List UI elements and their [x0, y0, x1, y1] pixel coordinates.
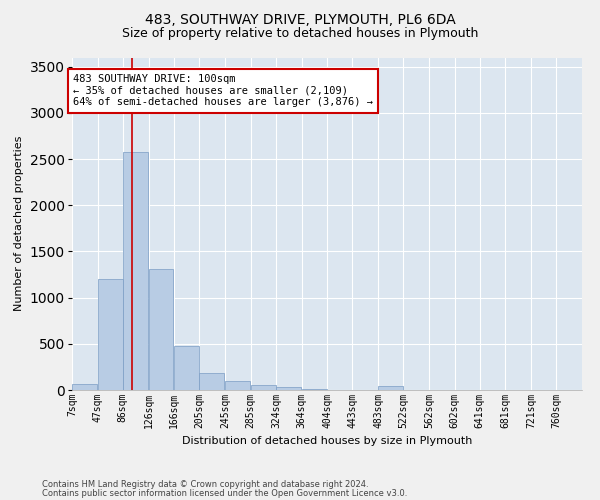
Bar [174, 346, 199, 390]
Text: 483 SOUTHWAY DRIVE: 100sqm
← 35% of detached houses are smaller (2,109)
64% of s: 483 SOUTHWAY DRIVE: 100sqm ← 35% of deta… [73, 74, 373, 108]
Bar [251, 386, 276, 390]
Text: Size of property relative to detached houses in Plymouth: Size of property relative to detached ho… [122, 28, 478, 40]
Y-axis label: Number of detached properties: Number of detached properties [14, 136, 25, 312]
Bar [149, 269, 173, 390]
Text: Contains HM Land Registry data © Crown copyright and database right 2024.: Contains HM Land Registry data © Crown c… [42, 480, 368, 489]
Bar [123, 152, 148, 390]
Bar [302, 389, 326, 390]
Bar [199, 374, 224, 390]
Bar [225, 381, 250, 390]
Bar [378, 386, 403, 390]
Text: Contains public sector information licensed under the Open Government Licence v3: Contains public sector information licen… [42, 488, 407, 498]
Bar [276, 387, 301, 390]
X-axis label: Distribution of detached houses by size in Plymouth: Distribution of detached houses by size … [182, 436, 472, 446]
Bar [72, 384, 97, 390]
Text: 483, SOUTHWAY DRIVE, PLYMOUTH, PL6 6DA: 483, SOUTHWAY DRIVE, PLYMOUTH, PL6 6DA [145, 12, 455, 26]
Bar [98, 279, 122, 390]
